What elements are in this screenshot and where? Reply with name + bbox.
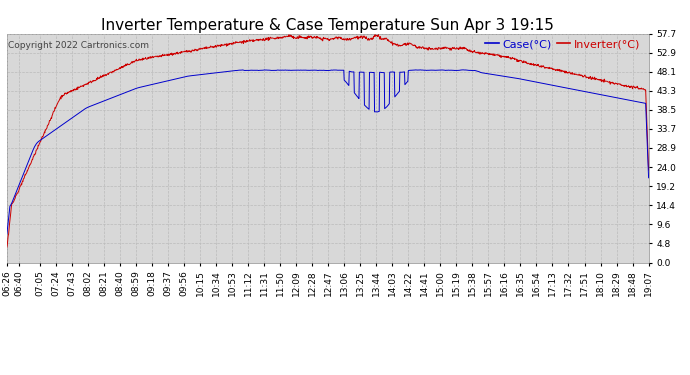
- Legend: Case(°C), Inverter(°C): Case(°C), Inverter(°C): [485, 39, 640, 49]
- Title: Inverter Temperature & Case Temperature Sun Apr 3 19:15: Inverter Temperature & Case Temperature …: [101, 18, 554, 33]
- Text: Copyright 2022 Cartronics.com: Copyright 2022 Cartronics.com: [8, 40, 149, 50]
